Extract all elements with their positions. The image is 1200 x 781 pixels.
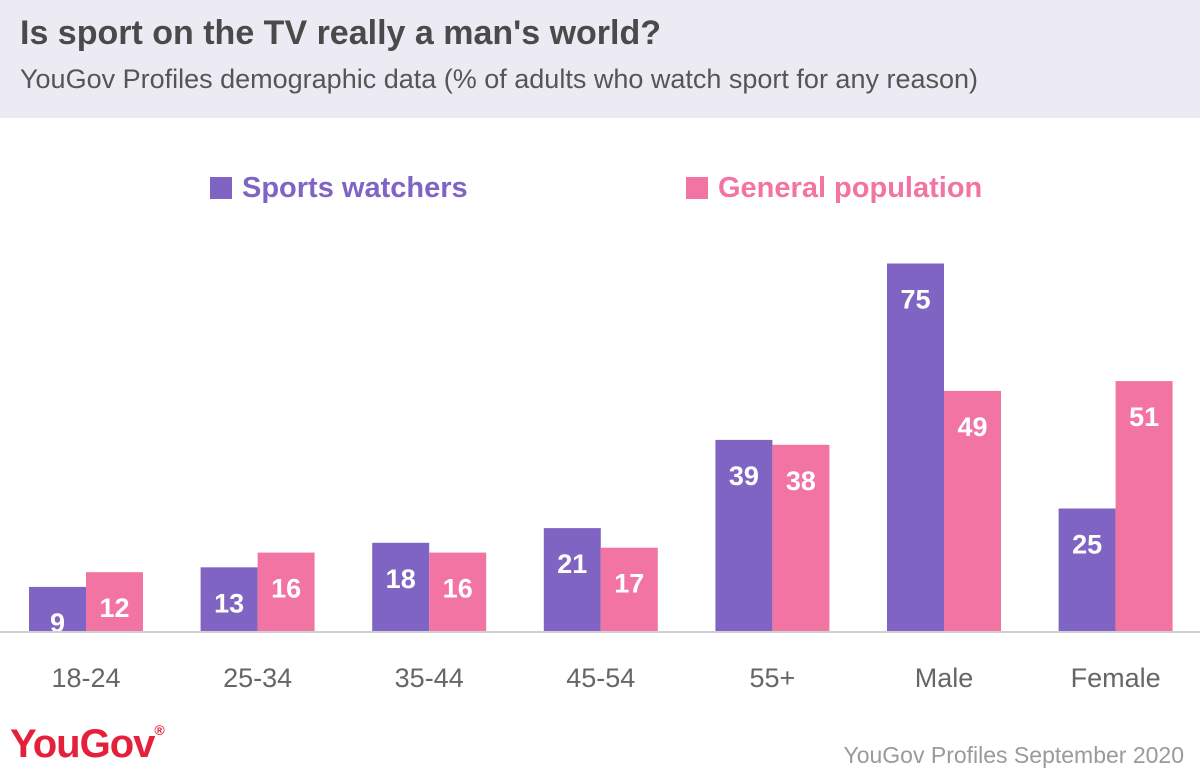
data-label-sports-watchers-55: 39: [729, 461, 759, 491]
bar-general-population-35-44: [429, 552, 487, 631]
bar-sports-watchers-female: [1058, 508, 1116, 631]
bar-general-population-18-24: [86, 572, 143, 631]
x-tick-label-male: Male: [915, 663, 974, 693]
logo-registered-mark: ®: [154, 722, 164, 738]
x-tick-label-female: Female: [1071, 663, 1161, 693]
legend-swatch-general-population: [686, 177, 708, 199]
x-tick-label-55: 55+: [749, 663, 795, 693]
data-label-sports-watchers-45-54: 21: [557, 549, 587, 579]
data-label-general-population-35-44: 16: [443, 574, 473, 604]
legend-item-sports-watchers: Sports watchers: [210, 170, 468, 206]
data-label-sports-watchers-male: 75: [900, 285, 930, 315]
bar-general-population-female: [1115, 381, 1173, 631]
data-label-sports-watchers-female: 25: [1072, 530, 1102, 560]
data-label-sports-watchers-35-44: 18: [386, 564, 416, 594]
data-label-general-population-55: 38: [786, 466, 816, 496]
x-tick-label-45-54: 45-54: [566, 663, 635, 693]
bar-sports-watchers-25-34: [200, 567, 258, 631]
chart-subtitle: YouGov Profiles demographic data (% of a…: [20, 64, 979, 94]
data-label-general-population-male: 49: [957, 412, 987, 442]
data-label-sports-watchers-25-34: 13: [214, 588, 244, 618]
legend-label-sports-watchers: Sports watchers: [242, 171, 468, 204]
bar-general-population-55: [772, 444, 830, 631]
legend-swatch-sports-watchers: [210, 177, 232, 199]
bar-general-population-25-34: [257, 552, 315, 631]
yougov-logo: YouGov®: [10, 722, 165, 767]
x-tick-label-18-24: 18-24: [51, 663, 120, 693]
legend-item-general-population: General population: [686, 170, 982, 206]
bar-sports-watchers-35-44: [372, 542, 430, 631]
legend-label-general-population: General population: [718, 171, 983, 204]
source-note: YouGov Profiles September 2020: [843, 742, 1184, 768]
data-label-general-population-45-54: 17: [614, 569, 644, 599]
bar-general-population-male: [944, 390, 1001, 631]
data-label-general-population-18-24: 12: [99, 593, 129, 623]
header-band: Is sport on the TV really a man's world?…: [0, 0, 1200, 118]
bar-general-population-45-54: [600, 547, 658, 631]
data-label-sports-watchers-18-24: 9: [50, 608, 65, 638]
bar-sports-watchers-male: [887, 263, 944, 631]
x-tick-label-35-44: 35-44: [395, 663, 464, 693]
bar-sports-watchers-18-24: [29, 586, 86, 631]
x-tick-label-25-34: 25-34: [223, 663, 292, 693]
chart-title: Is sport on the TV really a man's world?: [20, 14, 662, 52]
data-label-general-population-female: 51: [1129, 402, 1159, 432]
bar-sports-watchers-55: [715, 439, 773, 631]
data-label-general-population-25-34: 16: [271, 574, 301, 604]
logo-text: YouGov: [10, 722, 155, 766]
bar-sports-watchers-45-54: [543, 528, 601, 631]
